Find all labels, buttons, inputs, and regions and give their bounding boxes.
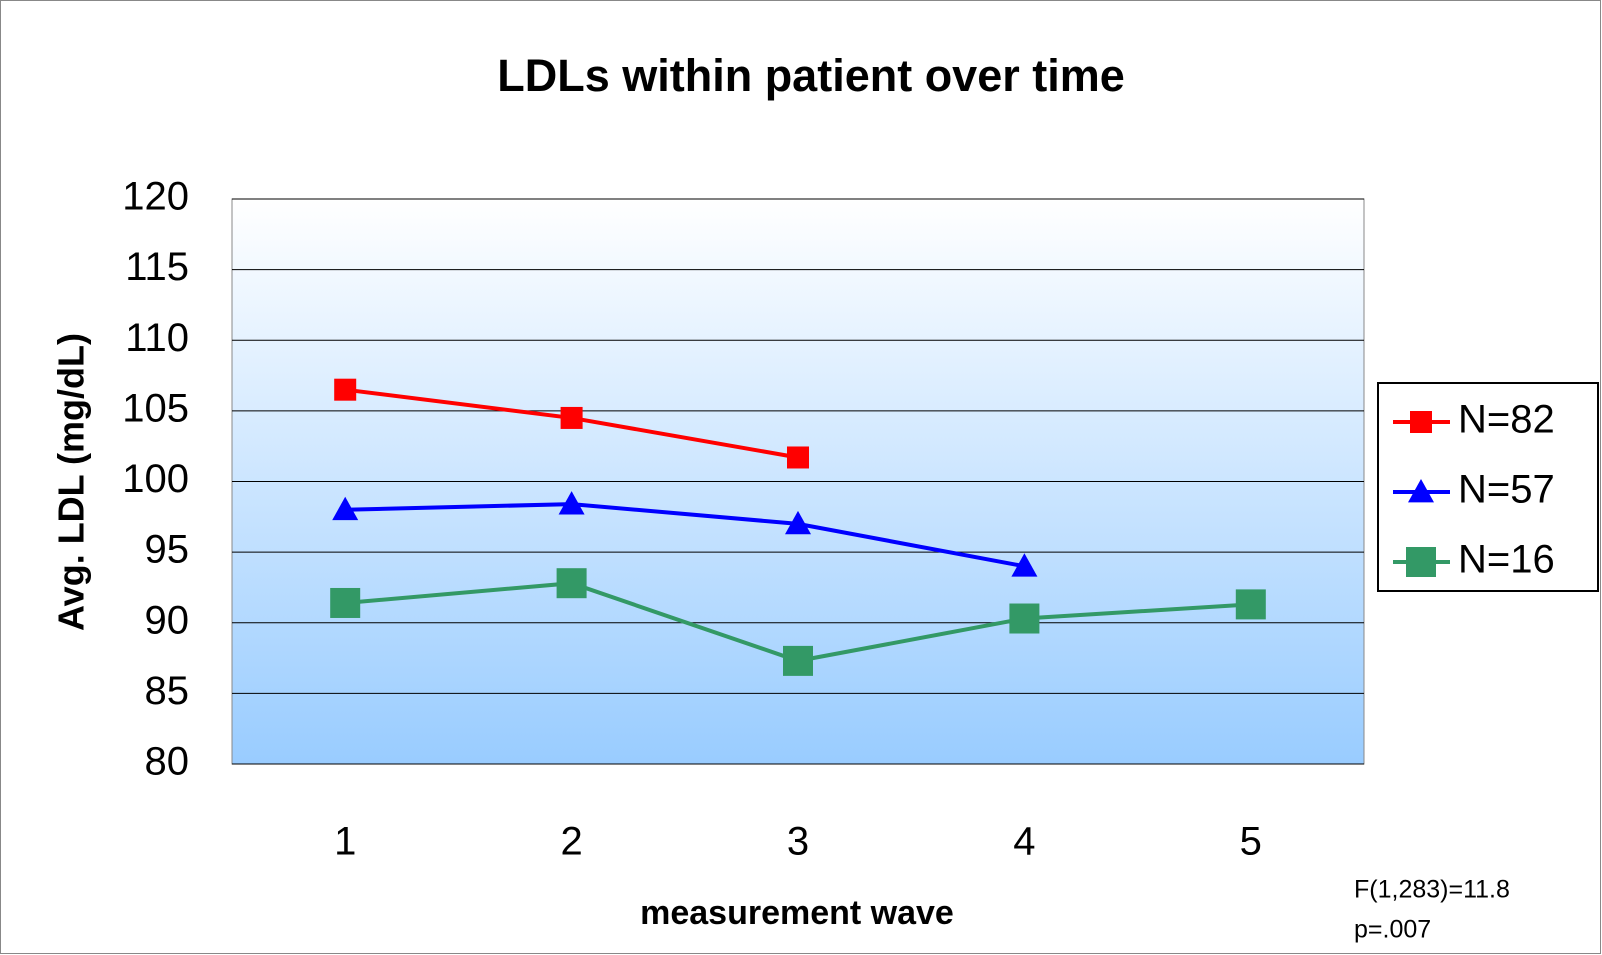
annotation: p=.007 bbox=[1354, 916, 1431, 944]
y-tick-label: 95 bbox=[145, 528, 190, 572]
data-point bbox=[1011, 553, 1038, 577]
data-point bbox=[787, 446, 809, 469]
chart-title: LDLs within patient over time bbox=[497, 50, 1125, 101]
legend-label: N=16 bbox=[1458, 538, 1555, 582]
x-tick-label: 5 bbox=[1240, 820, 1262, 864]
y-tick-label: 80 bbox=[145, 740, 190, 784]
legend-label: N=82 bbox=[1458, 398, 1555, 442]
x-tick-label: 4 bbox=[1013, 820, 1035, 864]
y-axis-title: Avg. LDL (mg/dL) bbox=[51, 333, 92, 631]
y-tick-label: 85 bbox=[145, 669, 190, 713]
data-point bbox=[785, 510, 811, 535]
y-tick-label: 120 bbox=[122, 175, 189, 219]
y-tick-label: 115 bbox=[125, 245, 189, 289]
data-point bbox=[1009, 603, 1040, 634]
data-point bbox=[783, 645, 813, 676]
legend-marker bbox=[1406, 547, 1436, 577]
x-tick-label: 2 bbox=[560, 820, 582, 864]
series-line bbox=[345, 502, 1025, 569]
y-tick-label: 105 bbox=[122, 386, 189, 430]
legend-label: N=57 bbox=[1458, 468, 1555, 512]
y-tick-label: 110 bbox=[125, 316, 189, 360]
data-point bbox=[332, 496, 359, 521]
annotation: F(1,283)=11.8 bbox=[1354, 876, 1510, 904]
data-point bbox=[556, 568, 587, 599]
data-point bbox=[334, 378, 357, 401]
x-tick-label: 1 bbox=[334, 820, 356, 864]
x-tick-label: 3 bbox=[787, 820, 809, 864]
data-point bbox=[560, 406, 583, 429]
data-point bbox=[330, 587, 361, 618]
y-tick-label: 100 bbox=[122, 457, 189, 501]
legend-marker bbox=[1410, 411, 1432, 433]
x-axis-title: measurement wave bbox=[640, 894, 954, 932]
data-point bbox=[558, 491, 585, 515]
y-tick-label: 90 bbox=[145, 598, 190, 642]
legend-marker bbox=[1408, 479, 1434, 503]
data-point bbox=[1235, 589, 1266, 620]
